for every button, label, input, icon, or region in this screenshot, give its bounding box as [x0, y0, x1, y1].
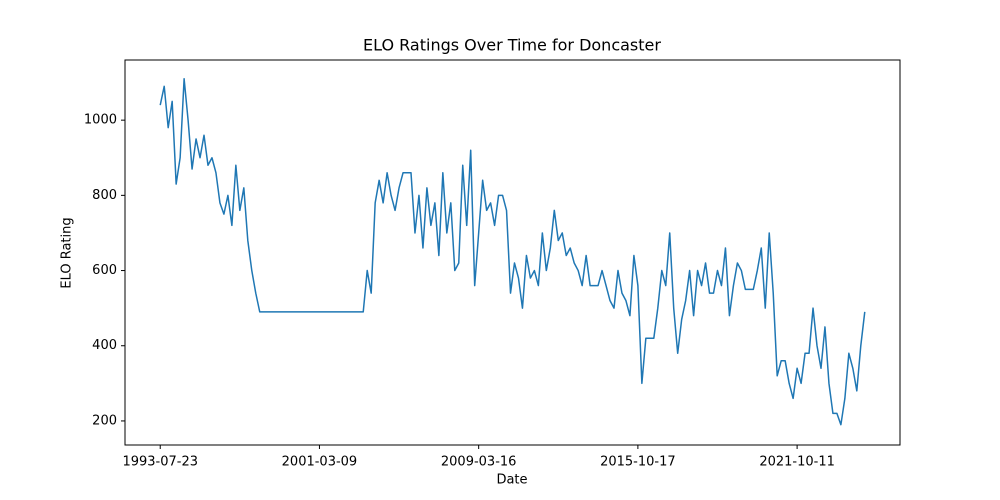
y-tick-label: 400 [92, 338, 117, 353]
x-axis-label: Date [496, 473, 527, 488]
y-tick-label: 800 [92, 188, 117, 203]
x-tick-label: 2001-03-09 [282, 455, 358, 470]
y-tick-label: 1000 [84, 113, 117, 128]
x-tick-label: 1993-07-23 [122, 455, 198, 470]
y-tick-label: 600 [92, 263, 117, 278]
x-tick-label: 2015-10-17 [600, 455, 676, 470]
y-tick-label: 200 [92, 413, 117, 428]
line [159, 78, 866, 426]
plot-frame [124, 59, 901, 446]
chart-title: ELO Ratings Over Time for Doncaster [363, 36, 661, 55]
x-tick-label: 2021-10-11 [759, 455, 835, 470]
y-axis-label: ELO Rating [60, 217, 75, 288]
x-tick-label: 2009-03-16 [441, 455, 517, 470]
